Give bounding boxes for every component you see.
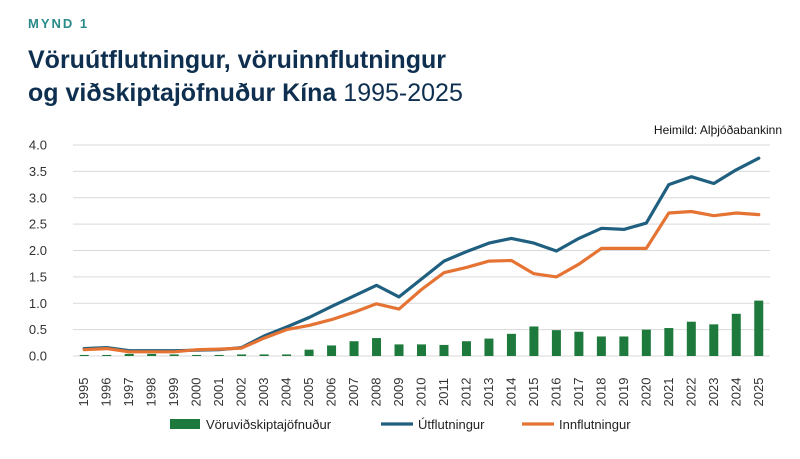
bar-balance-1998	[147, 353, 157, 356]
bar-balance-2010	[417, 344, 426, 356]
bar-balance-2014	[506, 333, 516, 356]
x-tick-label: 2007	[346, 378, 361, 407]
x-tick-label: 2020	[638, 378, 653, 407]
legend: Vöruviðskiptajöfnuður Útflutningur Innflut…	[170, 417, 631, 432]
bar-balance-2008	[372, 338, 382, 356]
bar-balance-2022	[686, 321, 696, 356]
y-tick-label: 0.5	[29, 322, 47, 337]
line-exports	[82, 156, 761, 353]
x-tick-label: 2001	[211, 378, 226, 407]
source-note: Heimild: Alþjóðabankinn	[653, 123, 782, 137]
bar-balance-2000	[192, 354, 202, 356]
x-tick-label: 2015	[526, 378, 541, 407]
title-years: 1995-2025	[343, 79, 463, 107]
bar-balance-2012	[461, 341, 471, 356]
y-tick-label: 3.0	[29, 190, 47, 205]
title-line-1: Vöruútflutningur, vöruinnflutningur	[28, 46, 446, 74]
bar-balance-1999	[169, 354, 179, 356]
x-tick-label: 2013	[481, 378, 496, 407]
bar-balance-2019	[619, 336, 629, 356]
bar-series-balance	[79, 300, 764, 356]
y-tick-label: 2.0	[29, 243, 47, 258]
x-tick-label: 2003	[256, 378, 271, 407]
bar-balance-2004	[282, 354, 292, 356]
y-tick-label: 0.0	[29, 349, 47, 364]
bar-balance-2018	[596, 336, 606, 356]
bar-balance-2001	[214, 354, 224, 356]
bar-balance-1997	[124, 353, 134, 356]
x-tick-label: 2006	[324, 378, 339, 407]
bar-balance-2023	[709, 324, 719, 356]
x-tick-label: 2014	[503, 378, 518, 407]
chart-title: Vöruútflutningur, vöruinnflutningur og v…	[28, 44, 463, 110]
legend-label-balance: Vöruviðskiptajöfnuður	[206, 417, 332, 432]
bar-balance-2002	[237, 354, 247, 356]
bar-balance-2006	[327, 345, 337, 356]
y-tick-label: 2.5	[29, 217, 47, 232]
bar-balance-2007	[349, 341, 359, 356]
y-tick-label: 3.5	[29, 164, 47, 179]
bar-balance-2003	[259, 354, 269, 356]
bar-balance-2021	[664, 328, 674, 356]
gridlines	[73, 144, 770, 357]
x-tick-label: 2002	[234, 378, 249, 407]
x-tick-label: 2019	[616, 378, 631, 407]
legend-swatch-balance	[170, 419, 200, 429]
legend-label-imports: Innflutningur	[559, 417, 631, 432]
x-tick-label: 1999	[166, 378, 181, 407]
x-tick-label: 1996	[99, 378, 114, 407]
bar-balance-2024	[731, 313, 741, 356]
x-tick-label: 2025	[751, 378, 766, 407]
title-line-2: og viðskiptajöfnuður Kína	[28, 79, 337, 107]
x-tick-label: 1995	[76, 378, 91, 407]
x-tick-label: 2021	[661, 378, 676, 407]
line-series	[82, 156, 761, 354]
x-tick-label: 2005	[301, 378, 316, 407]
bar-balance-2016	[551, 330, 561, 356]
x-tick-label: 2016	[548, 378, 563, 407]
x-tick-label: 2004	[279, 378, 294, 407]
y-tick-label: 4.0	[29, 138, 47, 153]
bar-balance-1996	[102, 354, 112, 356]
x-tick-label: 2012	[458, 378, 473, 407]
bar-balance-2005	[304, 349, 314, 356]
y-tick-label: 1.0	[29, 296, 47, 311]
legend-label-exports: Útflutningur	[418, 417, 485, 432]
bar-balance-2017	[574, 331, 584, 356]
x-tick-label: 2017	[571, 378, 586, 407]
x-axis: 1995 1996 1997 1998 1999 2000 2001 2002 2003 2004…	[76, 378, 766, 407]
bar-balance-2011	[439, 344, 449, 356]
x-tick-label: 2011	[436, 378, 451, 406]
bar-balance-2025	[754, 300, 764, 356]
x-tick-label: 1997	[121, 378, 136, 407]
bar-balance-2009	[394, 344, 404, 356]
y-axis: 0.0 0.5 1.0 1.5 2.0 2.5 3.0 3.5 4.0	[29, 138, 47, 364]
x-tick-label: 2009	[391, 378, 406, 407]
bar-balance-1995	[79, 354, 89, 356]
bar-balance-2013	[484, 338, 494, 356]
bar-balance-2020	[641, 329, 651, 356]
x-tick-label: 2010	[414, 378, 429, 407]
figure-label: MYND 1	[28, 16, 90, 31]
y-tick-label: 1.5	[29, 269, 47, 284]
x-tick-label: 2008	[369, 378, 384, 407]
line-imports	[82, 209, 761, 354]
bar-balance-2015	[529, 326, 539, 356]
x-tick-label: 1998	[144, 378, 159, 407]
x-tick-label: 2022	[683, 378, 698, 407]
x-tick-label: 2023	[706, 378, 721, 407]
x-tick-label: 2024	[728, 378, 743, 407]
x-tick-label: 2018	[593, 378, 608, 407]
x-tick-label: 2000	[189, 378, 204, 407]
